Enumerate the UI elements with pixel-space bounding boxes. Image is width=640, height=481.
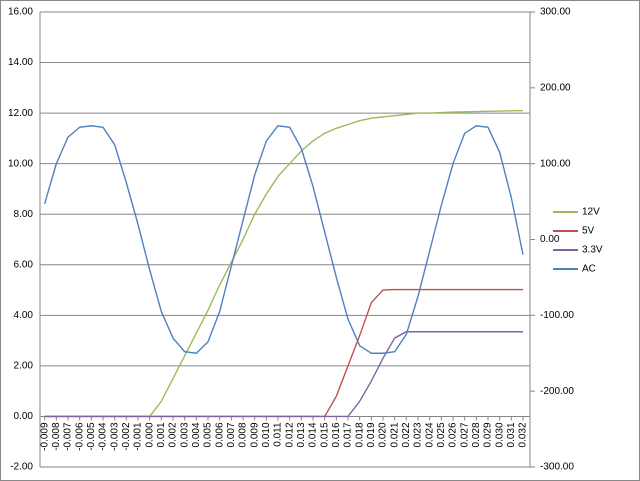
- y2-tick-label: 0.00: [540, 234, 560, 245]
- x-tick-label: 0.008: [238, 422, 249, 447]
- y-tick-label: 2.00: [14, 361, 34, 372]
- x-tick-label: 0.028: [471, 422, 482, 447]
- legend-label: 3.3V: [582, 245, 603, 256]
- x-tick-label: 0.029: [483, 422, 494, 447]
- x-tick-label: 0.006: [214, 422, 225, 447]
- x-tick-label: 0.023: [413, 422, 424, 447]
- series-line: [43, 125, 524, 354]
- y-tick-label: 12.00: [8, 108, 33, 119]
- y2-tick-label: 100.00: [540, 158, 571, 169]
- y2-tick-label: -200.00: [540, 386, 574, 397]
- x-tick-label: 0.000: [144, 422, 155, 447]
- x-tick-label: -0.005: [86, 422, 97, 451]
- x-tick-label: 0.019: [366, 422, 377, 447]
- x-tick-label: 0.016: [331, 422, 342, 447]
- x-tick-label: 0.031: [506, 422, 517, 447]
- x-tick-label: 0.003: [179, 422, 190, 447]
- y2-tick-label: 200.00: [540, 82, 571, 93]
- y-tick-label: 4.00: [14, 310, 34, 321]
- x-tick-label: 0.005: [203, 422, 214, 447]
- x-tick-label: 0.032: [518, 422, 529, 447]
- y-tick-label: -2.00: [10, 462, 33, 473]
- legend-label: 12V: [582, 207, 600, 218]
- x-tick-label: 0.025: [436, 422, 447, 447]
- x-tick-label: 0.021: [389, 422, 400, 447]
- x-tick-label: 0.030: [494, 422, 505, 447]
- x-tick-label: 0.018: [354, 422, 365, 447]
- x-tick-label: -0.002: [121, 422, 132, 451]
- x-tick-label: 0.017: [343, 422, 354, 447]
- y-tick-label: 8.00: [14, 209, 34, 220]
- x-tick-label: 0.013: [296, 422, 307, 447]
- y-tick-label: 10.00: [8, 158, 33, 169]
- x-tick-label: 0.001: [156, 422, 167, 447]
- x-tick-label: 0.007: [226, 422, 237, 447]
- y2-tick-label: -300.00: [540, 462, 574, 473]
- y2-tick-label: -100.00: [540, 310, 574, 321]
- x-tick-label: 0.024: [424, 422, 435, 447]
- series-line: [44, 331, 523, 418]
- x-tick-label: -0.007: [63, 422, 74, 451]
- y-tick-label: 14.00: [8, 57, 33, 68]
- x-tick-label: 0.009: [249, 422, 260, 447]
- x-tick-label: 0.010: [261, 422, 272, 447]
- y2-tick-label: 300.00: [540, 7, 571, 18]
- x-tick-label: -0.003: [109, 422, 120, 451]
- legend-label: 5V: [582, 226, 595, 237]
- x-tick-label: 0.020: [378, 422, 389, 447]
- legend-label: AC: [582, 264, 596, 275]
- x-tick-label: -0.008: [51, 422, 62, 451]
- x-tick-label: -0.001: [133, 422, 144, 451]
- x-tick-label: -0.004: [98, 422, 109, 451]
- x-tick-label: 0.002: [168, 422, 179, 447]
- y-tick-label: 0.00: [14, 411, 34, 422]
- x-tick-label: 0.011: [273, 422, 284, 447]
- x-tick-label: 0.027: [459, 422, 470, 447]
- x-tick-label: 0.012: [284, 422, 295, 447]
- x-tick-label: 0.004: [191, 422, 202, 447]
- y-tick-label: 6.00: [14, 259, 34, 270]
- y-tick-label: 16.00: [8, 7, 33, 18]
- x-tick-label: 0.026: [448, 422, 459, 447]
- x-tick-label: -0.006: [74, 422, 85, 451]
- x-tick-label: 0.022: [401, 422, 412, 447]
- x-tick-label: -0.009: [39, 422, 50, 451]
- x-tick-label: 0.015: [319, 422, 330, 447]
- x-tick-label: 0.014: [308, 422, 319, 447]
